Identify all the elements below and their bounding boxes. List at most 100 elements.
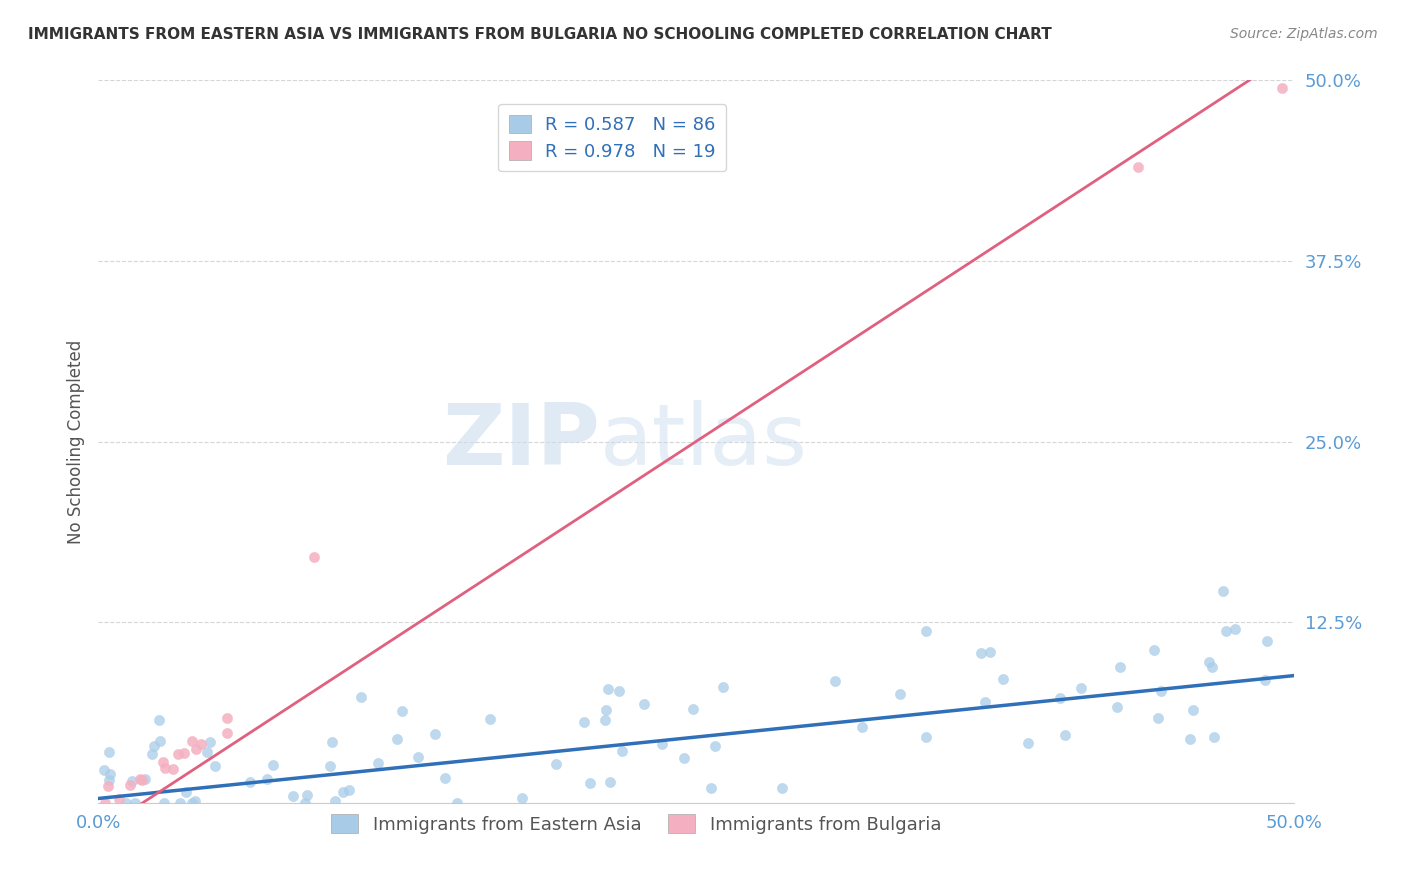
Point — [97, 773, 120, 788]
Point — [262, 757, 284, 772]
Point — [824, 673, 846, 688]
Point — [598, 682, 620, 697]
Point — [93, 763, 115, 777]
Point — [319, 759, 342, 773]
Point — [1017, 736, 1039, 750]
Point — [295, 788, 318, 802]
Point — [425, 727, 447, 741]
Text: atlas: atlas — [600, 400, 808, 483]
Point — [682, 702, 704, 716]
Point — [973, 695, 995, 709]
Point — [118, 778, 141, 792]
Legend: Immigrants from Eastern Asia, Immigrants from Bulgaria: Immigrants from Eastern Asia, Immigrants… — [321, 804, 952, 845]
Point — [190, 737, 212, 751]
Point — [107, 792, 129, 806]
Point — [1150, 684, 1173, 698]
Point — [323, 794, 346, 808]
Point — [302, 550, 325, 565]
Point — [1049, 690, 1071, 705]
Point — [711, 680, 734, 694]
Point — [350, 690, 373, 704]
Point — [387, 731, 409, 746]
Point — [1201, 659, 1223, 673]
Point — [1204, 731, 1226, 745]
Point — [129, 772, 152, 786]
Point — [198, 734, 221, 748]
Point — [1198, 655, 1220, 669]
Point — [1054, 728, 1077, 742]
Point — [152, 755, 174, 769]
Point — [332, 785, 354, 799]
Point — [169, 796, 191, 810]
Point — [391, 704, 413, 718]
Point — [94, 796, 117, 810]
Point — [215, 711, 238, 725]
Point — [174, 785, 197, 799]
Point — [153, 796, 176, 810]
Text: IMMIGRANTS FROM EASTERN ASIA VS IMMIGRANTS FROM BULGARIA NO SCHOOLING COMPLETED : IMMIGRANTS FROM EASTERN ASIA VS IMMIGRAN… — [28, 27, 1052, 42]
Point — [97, 779, 120, 793]
Point — [1256, 633, 1278, 648]
Point — [633, 697, 655, 711]
Point — [181, 796, 204, 810]
Point — [593, 713, 616, 727]
Point — [1182, 703, 1205, 717]
Point — [239, 774, 262, 789]
Point — [337, 783, 360, 797]
Point — [607, 684, 630, 698]
Point — [970, 646, 993, 660]
Point — [124, 796, 146, 810]
Y-axis label: No Schooling Completed: No Schooling Completed — [66, 340, 84, 543]
Point — [446, 796, 468, 810]
Point — [406, 749, 429, 764]
Point — [979, 645, 1001, 659]
Point — [217, 726, 239, 740]
Point — [1271, 80, 1294, 95]
Point — [184, 794, 207, 808]
Point — [993, 672, 1015, 686]
Point — [889, 687, 911, 701]
Point — [851, 721, 873, 735]
Point — [610, 743, 633, 757]
Point — [651, 737, 673, 751]
Point — [595, 703, 617, 717]
Point — [167, 747, 190, 761]
Point — [599, 775, 621, 789]
Text: Source: ZipAtlas.com: Source: ZipAtlas.com — [1230, 27, 1378, 41]
Point — [321, 735, 343, 749]
Point — [121, 774, 143, 789]
Point — [148, 713, 170, 727]
Point — [367, 756, 389, 770]
Point — [131, 773, 153, 788]
Point — [770, 781, 793, 796]
Point — [204, 758, 226, 772]
Point — [700, 780, 723, 795]
Point — [1225, 622, 1247, 636]
Point — [673, 751, 696, 765]
Point — [434, 771, 457, 785]
Point — [256, 772, 278, 787]
Text: ZIP: ZIP — [443, 400, 600, 483]
Point — [134, 772, 156, 786]
Point — [98, 766, 121, 780]
Point — [1128, 160, 1150, 174]
Point — [148, 733, 170, 747]
Point — [142, 739, 165, 753]
Point — [155, 760, 177, 774]
Point — [510, 790, 533, 805]
Point — [915, 730, 938, 744]
Point — [1107, 700, 1129, 714]
Point — [98, 745, 121, 759]
Point — [1254, 673, 1277, 687]
Point — [181, 734, 204, 748]
Point — [294, 796, 316, 810]
Point — [173, 746, 195, 760]
Point — [1143, 643, 1166, 657]
Point — [572, 714, 595, 729]
Point — [544, 757, 567, 772]
Point — [1070, 681, 1092, 696]
Point — [1178, 731, 1201, 746]
Point — [114, 796, 136, 810]
Point — [703, 739, 725, 754]
Point — [1215, 624, 1237, 639]
